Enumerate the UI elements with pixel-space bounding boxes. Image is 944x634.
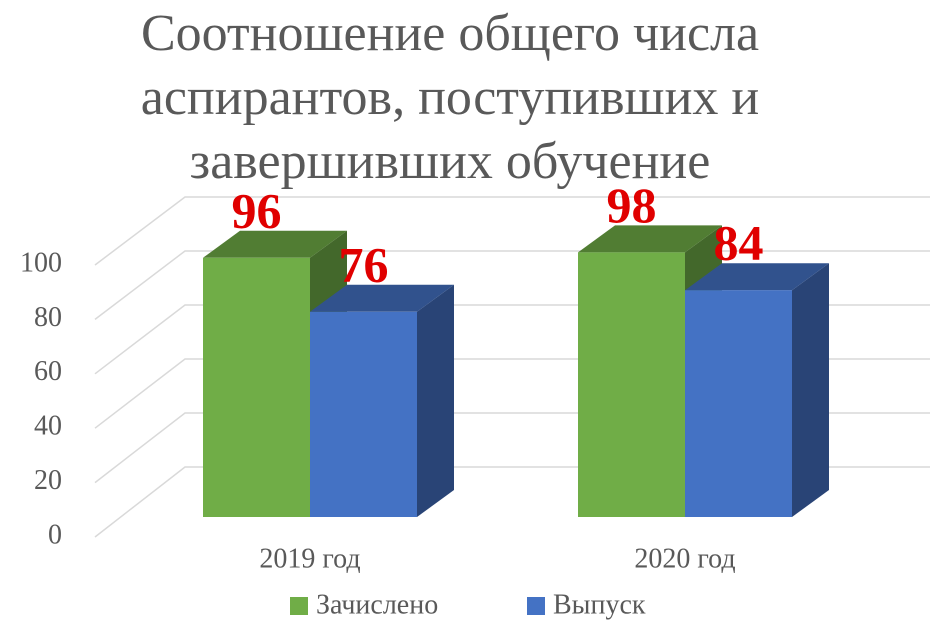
chart-title: Соотношение общего числа аспирантов, пос… xyxy=(140,5,760,190)
x-tick-label: 2020 год xyxy=(634,543,735,574)
value-label: 76 xyxy=(339,236,389,292)
bar-top xyxy=(685,263,829,291)
y-tick-label: 100 xyxy=(20,247,62,278)
y-tick-label: 80 xyxy=(34,302,62,333)
bar-top xyxy=(578,225,722,253)
y-tick-label: 60 xyxy=(34,356,62,387)
y-tick-label: 40 xyxy=(34,411,62,442)
y-tick-label: 0 xyxy=(48,519,62,550)
bar-side xyxy=(417,284,454,517)
y-tick-label: 20 xyxy=(34,465,62,496)
grid-line xyxy=(94,196,930,266)
bar-top xyxy=(310,284,454,312)
value-label: 98 xyxy=(607,177,657,233)
value-label: 96 xyxy=(232,182,282,238)
bar xyxy=(310,311,417,517)
bar xyxy=(203,257,310,517)
legend-label: Выпуск xyxy=(553,589,646,620)
legend-swatch xyxy=(527,597,545,615)
bar-top xyxy=(203,230,347,258)
value-label: 84 xyxy=(714,215,764,271)
legend-label: Зачислено xyxy=(316,589,438,620)
x-tick-label: 2019 год xyxy=(259,543,360,574)
legend-swatch xyxy=(290,597,308,615)
bar xyxy=(578,252,685,517)
bar xyxy=(685,290,792,517)
bar-side xyxy=(792,263,829,517)
